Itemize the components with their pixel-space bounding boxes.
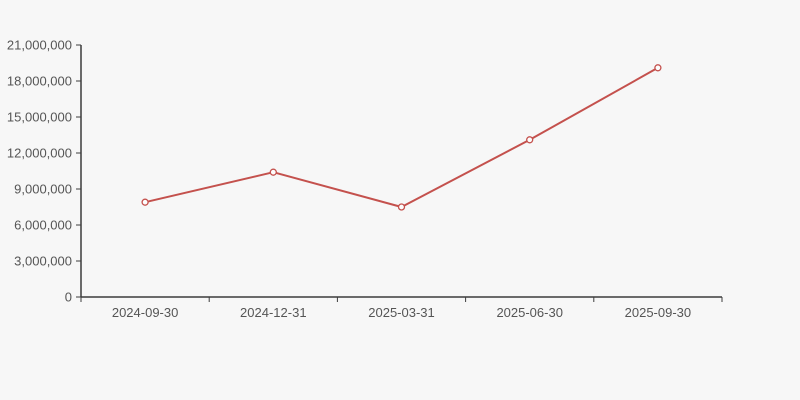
data-point-marker[interactable]	[141, 198, 149, 206]
data-point-marker[interactable]	[269, 168, 277, 176]
y-axis-tick-label: 15,000,000	[7, 110, 72, 125]
data-point-marker[interactable]	[397, 203, 406, 211]
y-axis-tick-label: 18,000,000	[7, 74, 72, 89]
y-axis-tick-label: 9,000,000	[14, 182, 72, 197]
x-axis-tick-label: 2025-09-30	[625, 305, 692, 320]
x-axis-tick-label: 2025-03-31	[368, 305, 435, 320]
data-point-marker[interactable]	[654, 64, 662, 72]
x-axis-tick-label: 2025-06-30	[496, 305, 563, 320]
y-axis-tick-label: 12,000,000	[7, 146, 72, 161]
x-axis-tick-label: 2024-12-31	[240, 305, 307, 320]
y-axis-tick-label: 0	[65, 290, 72, 305]
y-axis-tick-label: 3,000,000	[14, 254, 72, 269]
y-axis-tick-label: 6,000,000	[14, 218, 72, 233]
y-axis-tick-label: 21,000,000	[7, 38, 72, 53]
data-point-marker[interactable]	[526, 136, 534, 144]
series-line	[144, 66, 659, 208]
x-axis-tick-label: 2024-09-30	[112, 305, 179, 320]
